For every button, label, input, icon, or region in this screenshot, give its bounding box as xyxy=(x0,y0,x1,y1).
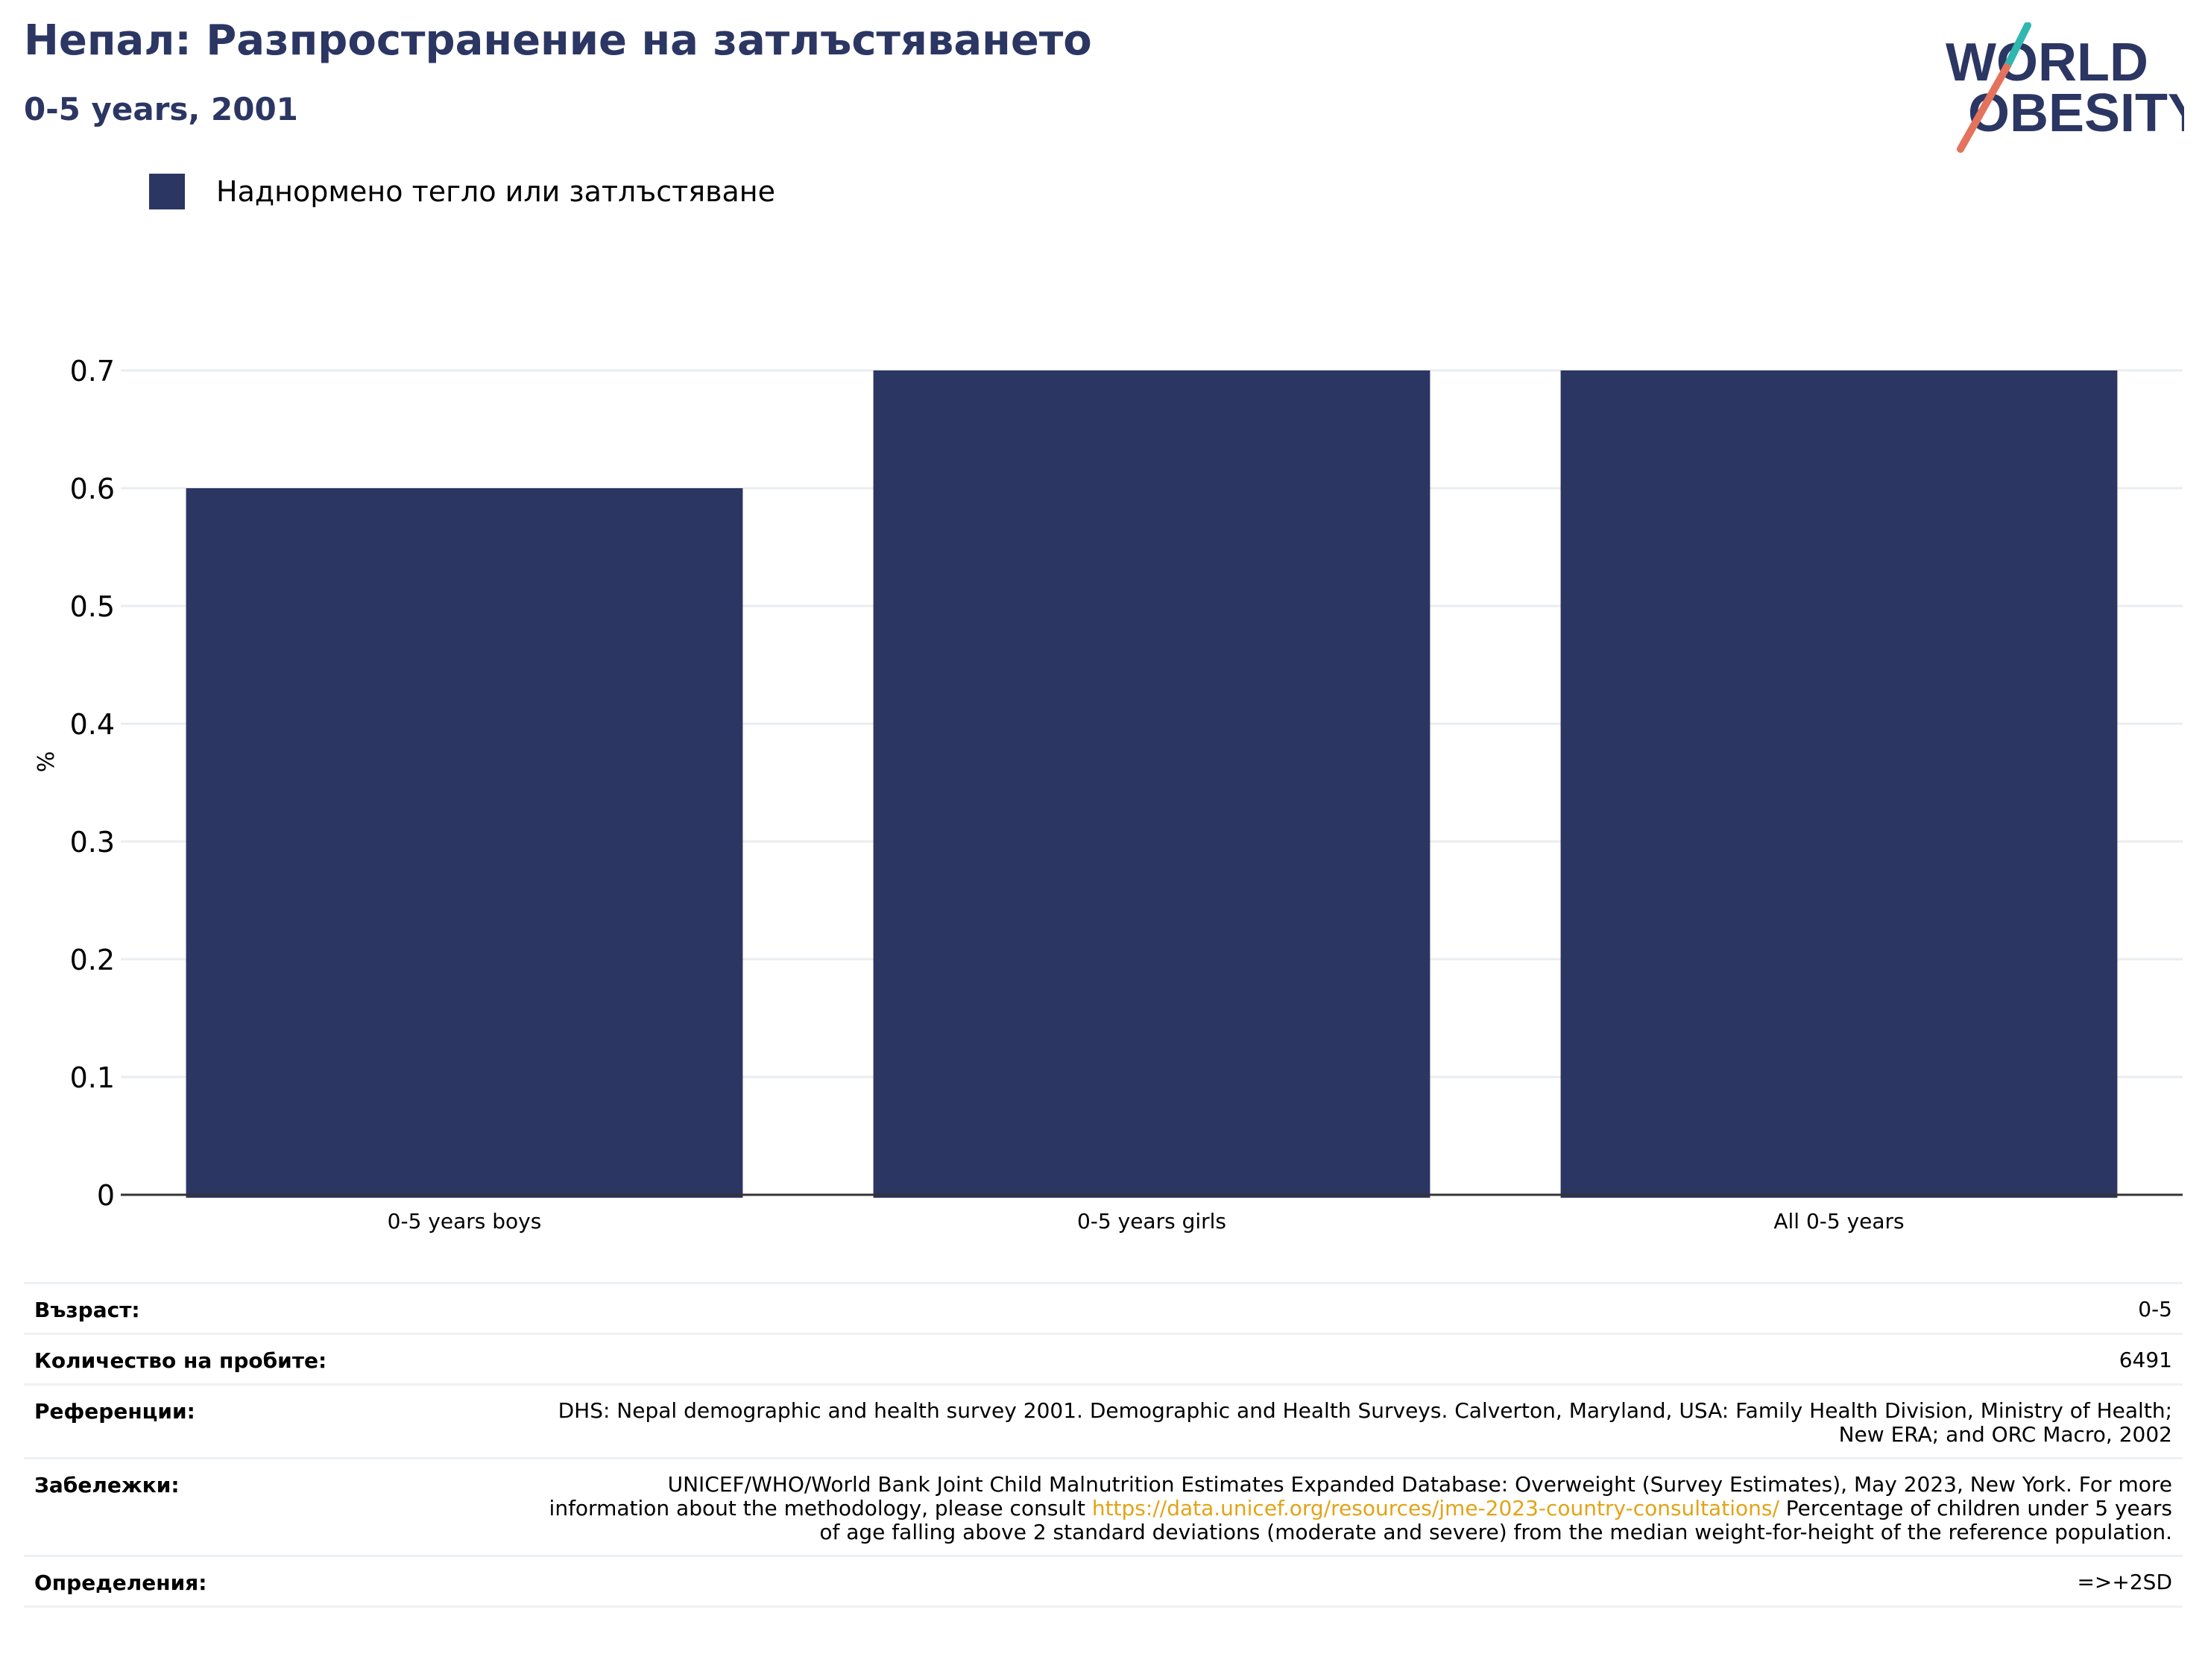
notes-text-before: UNICEF/WHO/World Bank Joint Child Malnut… xyxy=(549,1472,2172,1520)
logo-line2: OBESITY xyxy=(1968,83,2184,143)
notes-link[interactable]: https://data.unicef.org/resources/jme-20… xyxy=(1091,1496,1779,1520)
world-obesity-logo: WORLD OBESITY xyxy=(1946,22,2184,153)
bar xyxy=(186,488,743,1198)
chart-legend: Наднормено тегло или затлъстяване xyxy=(149,173,775,210)
definitions-key: Определения: xyxy=(34,1570,207,1595)
x-tick-label: 0-5 years boys xyxy=(388,1209,542,1234)
metadata-row-notes: Забележки: UNICEF/WHO/World Bank Joint C… xyxy=(24,1457,2183,1555)
metadata-row-age: Възраст: 0-5 xyxy=(24,1282,2183,1333)
metadata-row-sample: Количество на пробите: 6491 xyxy=(24,1333,2183,1383)
references-key: Референции: xyxy=(34,1399,195,1424)
y-tick-label: 0.7 xyxy=(70,355,115,388)
y-tick-label: 0.2 xyxy=(70,944,115,976)
references-value: DHS: Nepal demographic and health survey… xyxy=(558,1398,2172,1447)
metadata-row-definitions: Определения: =>+2SD xyxy=(24,1555,2183,1608)
legend-label: Наднормено тегло или затлъстяване xyxy=(216,175,775,208)
sample-key: Количество на пробите: xyxy=(34,1348,327,1373)
notes-value: UNICEF/WHO/World Bank Joint Child Malnut… xyxy=(547,1473,2172,1544)
bar-chart: 0 0.1 0.2 0.3 0.4 0.5 0.6 0.7 0-5 years boys 0-5 … xyxy=(34,355,2183,1234)
legend-swatch xyxy=(149,174,185,209)
y-tick-label: 0.1 xyxy=(70,1061,115,1094)
chart-subtitle: 0-5 years, 2001 xyxy=(24,91,298,127)
y-tick-label: 0.5 xyxy=(70,590,115,623)
sample-value: 6491 xyxy=(2119,1348,2172,1372)
notes-text-after: Percentage of children under 5 years of … xyxy=(819,1496,2172,1544)
y-axis-label: % xyxy=(34,751,60,773)
y-tick-label: 0 xyxy=(97,1179,115,1212)
logo-line1: WORLD xyxy=(1946,33,2148,92)
age-value: 0-5 xyxy=(2138,1297,2172,1321)
metadata-row-references: Референции: DHS: Nepal demographic and h… xyxy=(24,1383,2183,1457)
age-key: Възраст: xyxy=(34,1298,140,1322)
notes-key: Забележки: xyxy=(34,1473,180,1497)
bar xyxy=(1560,370,2118,1198)
x-tick-label: All 0-5 years xyxy=(1773,1209,1904,1234)
chart-title: Непал: Разпространение на затлъстяването xyxy=(24,16,1092,65)
y-tick-label: 0.4 xyxy=(70,708,115,741)
y-tick-label: 0.6 xyxy=(70,473,115,505)
x-tick-label: 0-5 years girls xyxy=(1077,1209,1226,1234)
metadata-table: Възраст: 0-5 Количество на пробите: 6491… xyxy=(24,1282,2183,1608)
bar xyxy=(873,370,1430,1198)
y-tick-label: 0.3 xyxy=(70,826,115,859)
definitions-value: =>+2SD xyxy=(2077,1570,2172,1594)
